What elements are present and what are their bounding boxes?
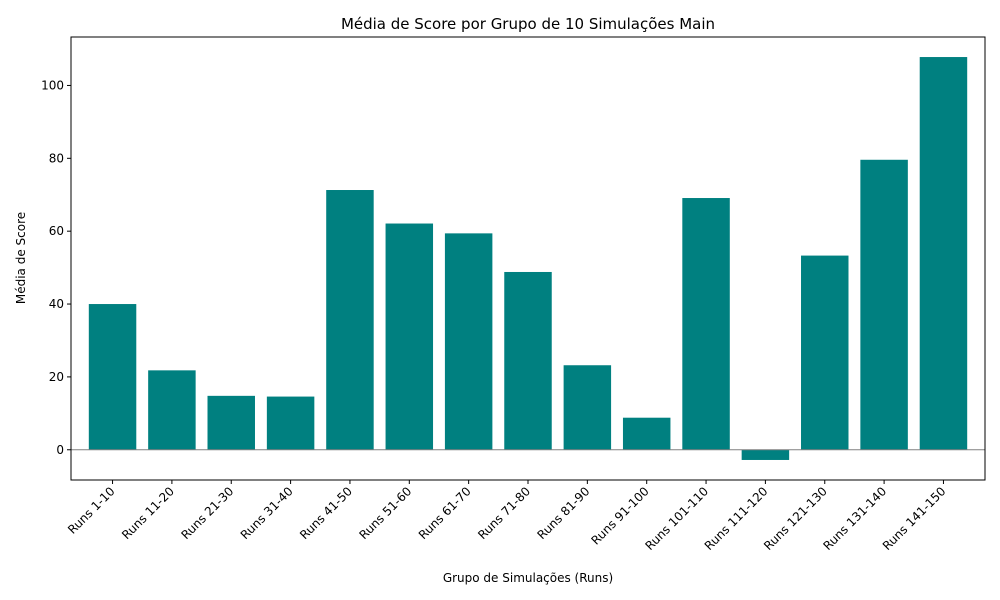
y-tick-label-1: 0 <box>56 443 64 457</box>
bar-4 <box>266 396 315 450</box>
bar-13 <box>801 255 849 450</box>
y-tick-label-6: 100 <box>41 78 64 92</box>
bar-3 <box>207 395 255 450</box>
bars-group <box>88 57 968 460</box>
bar-11 <box>682 198 730 450</box>
y-tick-label-4: 60 <box>49 224 64 238</box>
bar-15 <box>919 57 968 450</box>
bar-10 <box>622 417 671 450</box>
x-axis-label: Grupo de Simulações (Runs) <box>443 571 613 585</box>
y-axis-ticks: 0 20 40 60 80 100 <box>41 78 71 457</box>
chart-title: Média de Score por Grupo de 10 Simulaçõe… <box>341 15 715 33</box>
y-tick-label-2: 20 <box>49 370 64 384</box>
bar-2 <box>148 370 196 450</box>
y-tick-label-3: 40 <box>49 297 64 311</box>
plot-frame <box>70 36 986 481</box>
bar-6 <box>385 223 434 450</box>
bar-5 <box>326 190 374 450</box>
bar-14 <box>860 159 908 450</box>
y-axis-label: Média de Score <box>14 212 28 304</box>
bar-1 <box>88 304 137 450</box>
y-tick-label-5: 80 <box>49 151 64 165</box>
bar-7 <box>444 233 493 450</box>
bar-8 <box>504 271 552 450</box>
bar-12 <box>741 449 790 460</box>
bar-9 <box>563 365 612 450</box>
